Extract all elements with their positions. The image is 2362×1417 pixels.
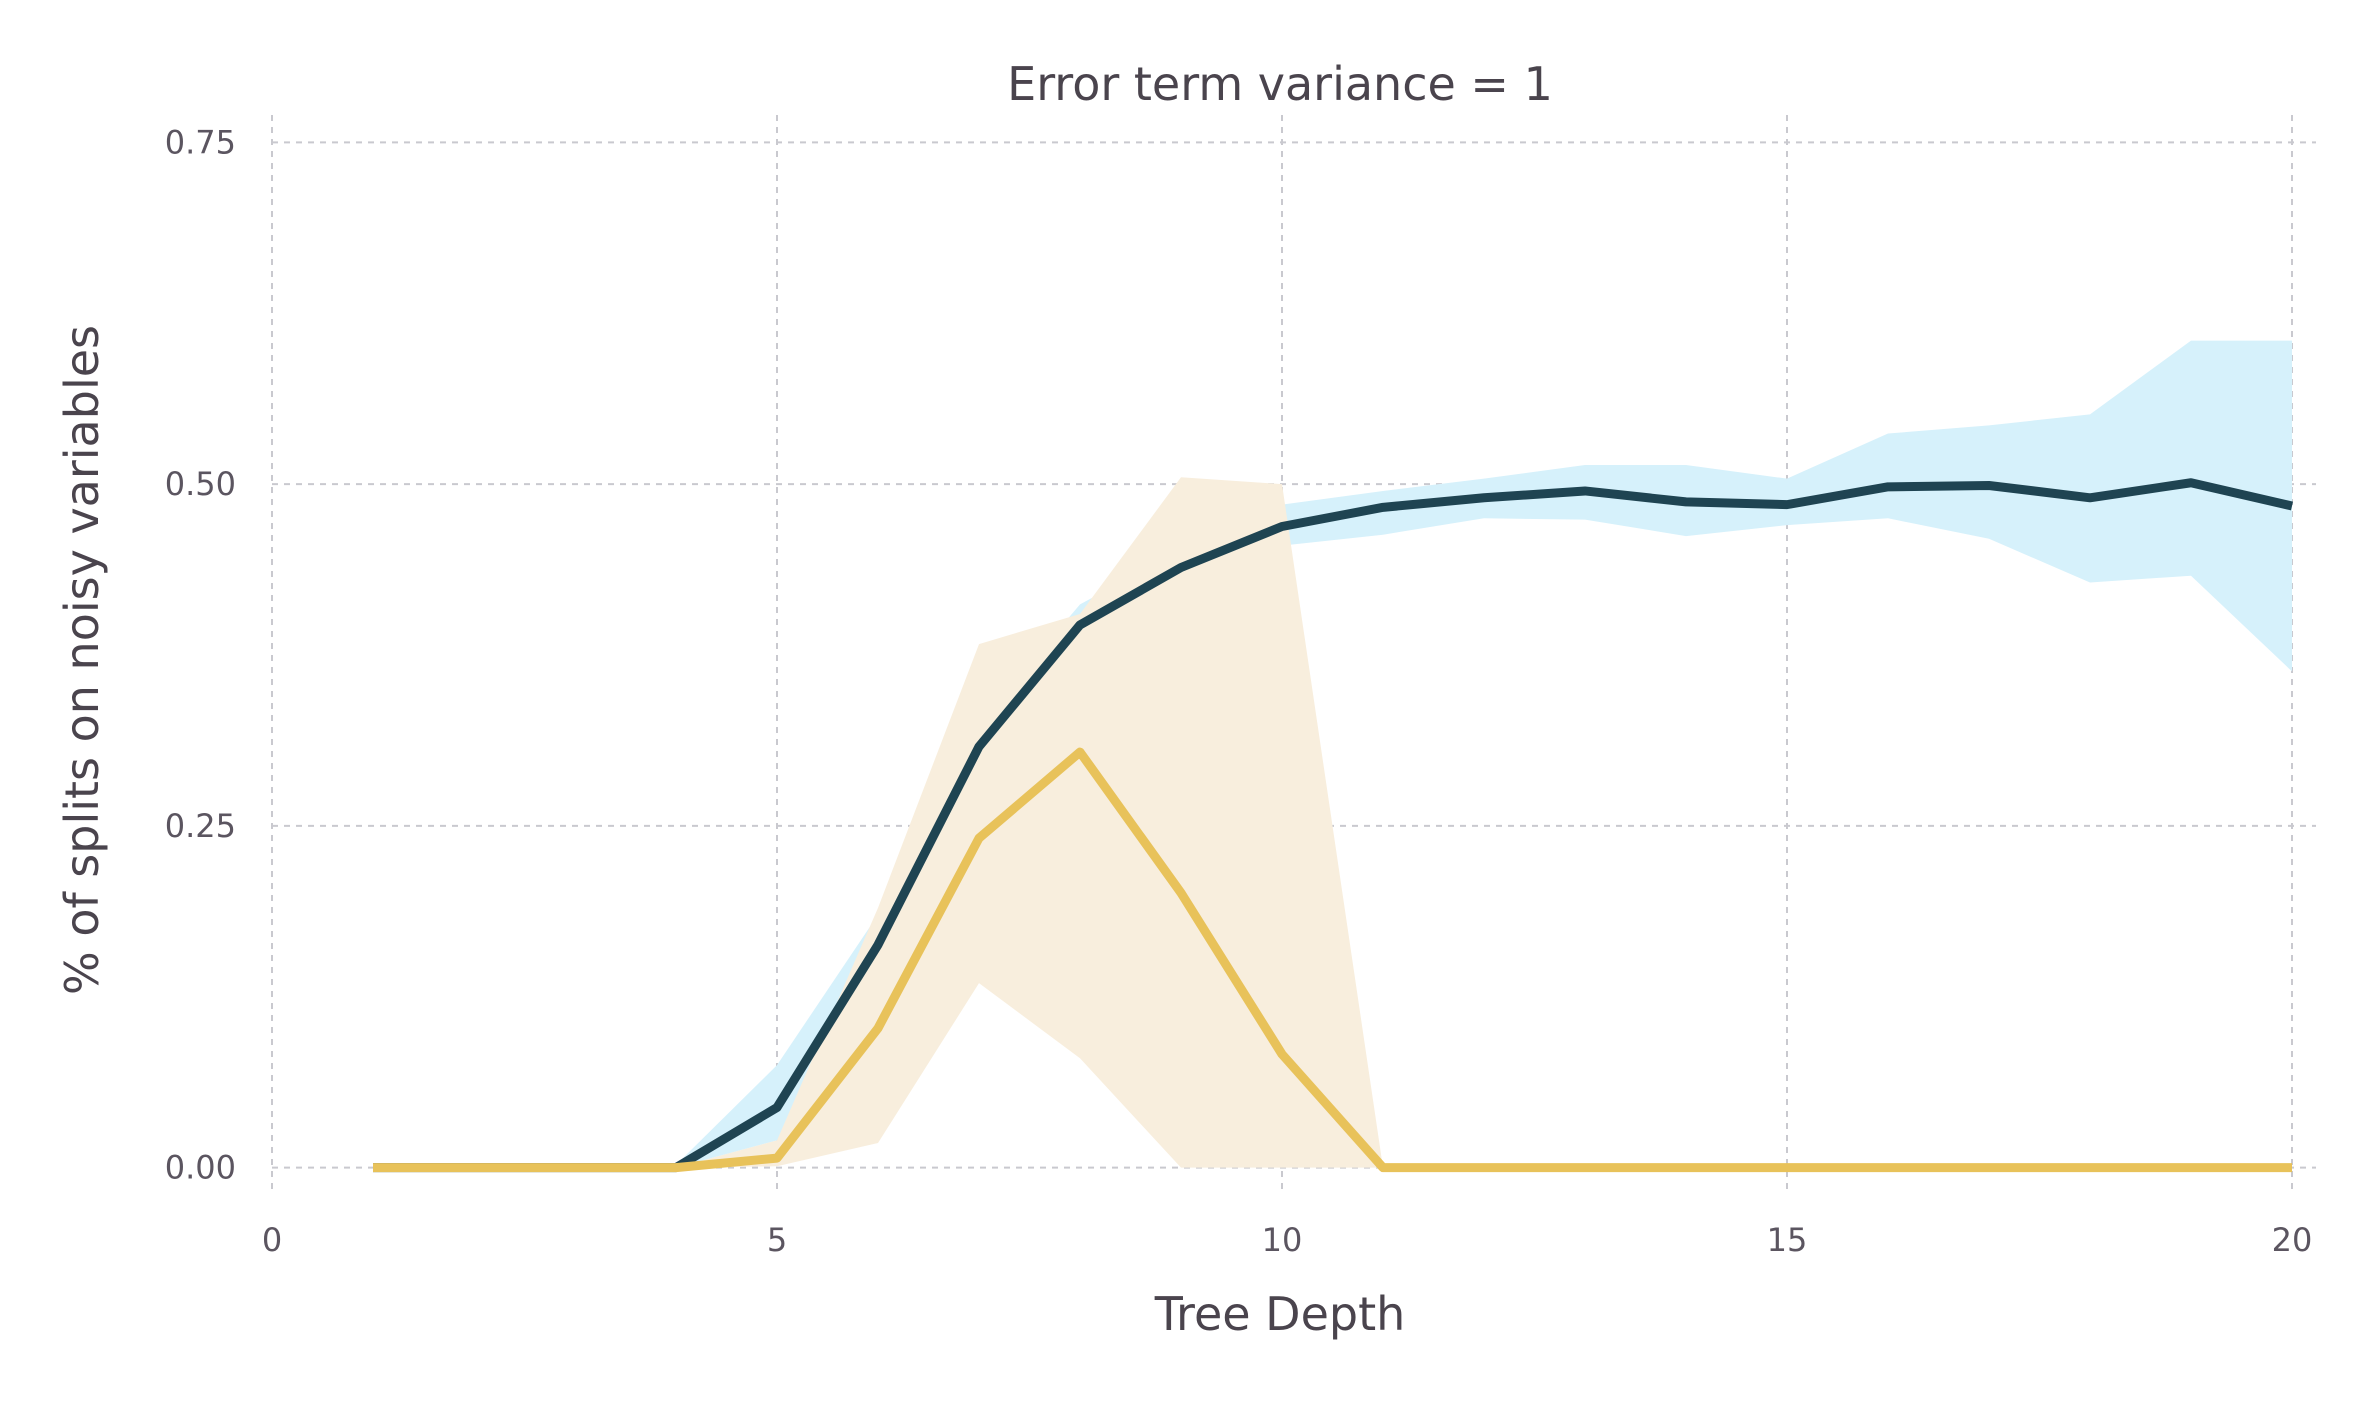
x-tick-label-3: 15 [1767,1221,1808,1259]
x-tick-label-4: 20 [2272,1221,2313,1259]
y-tick-label-2: 0.50 [165,465,236,503]
x-axis-label: Tree Depth [1154,1287,1406,1341]
series-1-line [373,747,2292,1173]
x-tick-label-0: 0 [262,1221,282,1259]
y-tick-label-0: 0.00 [165,1149,236,1187]
x-tick-label-1: 5 [767,1221,787,1259]
series-lines [372,478,2294,1173]
series-0-line [373,478,2294,1173]
series-0-band [373,340,2292,1168]
tick-labels: 0 5 10 15 20 0.00 0.25 0.50 0.75 [165,123,2313,1259]
y-axis-label: % of splits on noisy variables [55,325,109,995]
series-1-band [373,477,2292,1168]
chart-title: Error term variance = 1 [1007,57,1553,111]
x-tick-label-2: 10 [1262,1221,1303,1259]
y-tick-label-3: 0.75 [165,123,236,161]
y-tick-label-1: 0.25 [165,807,236,845]
confidence-bands [373,340,2292,1168]
